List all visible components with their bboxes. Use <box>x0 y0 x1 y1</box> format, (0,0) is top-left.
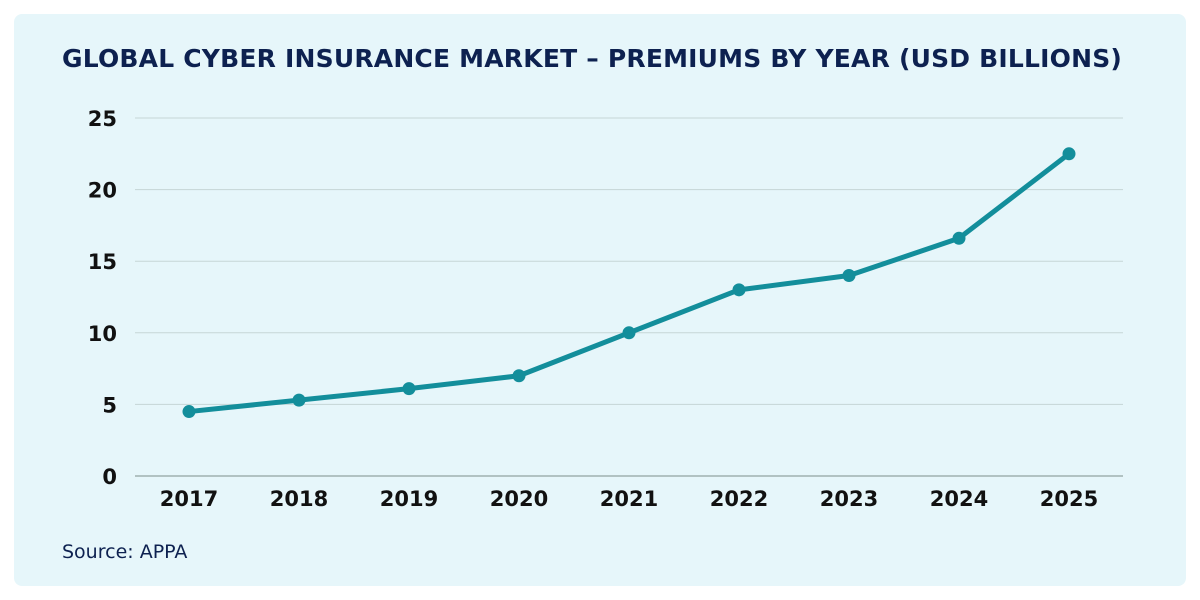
y-tick-label: 0 <box>102 465 117 489</box>
data-point <box>292 393 306 407</box>
y-tick-label: 10 <box>88 322 117 346</box>
data-point <box>402 382 416 396</box>
x-tick-label: 2020 <box>490 487 548 511</box>
data-point <box>1062 147 1076 161</box>
x-tick-label: 2023 <box>820 487 878 511</box>
data-point <box>622 326 636 340</box>
data-point <box>182 405 196 419</box>
x-tick-label: 2022 <box>710 487 768 511</box>
x-tick-label: 2021 <box>600 487 658 511</box>
y-tick-label: 25 <box>88 107 117 131</box>
y-tick-label: 20 <box>88 179 117 203</box>
data-point <box>842 269 856 283</box>
chart-card <box>14 14 1186 586</box>
data-point <box>732 283 746 297</box>
y-tick-label: 15 <box>88 250 117 274</box>
y-tick-label: 5 <box>102 393 117 417</box>
source-note: Source: APPA <box>62 541 188 563</box>
x-tick-label: 2025 <box>1040 487 1098 511</box>
x-tick-label: 2018 <box>270 487 328 511</box>
chart-title: GLOBAL CYBER INSURANCE MARKET – PREMIUMS… <box>62 44 1123 73</box>
series-line <box>186 151 1072 415</box>
x-tick-label: 2019 <box>380 487 438 511</box>
data-point <box>952 231 966 245</box>
x-tick-label: 2017 <box>160 487 218 511</box>
data-point <box>512 369 526 383</box>
x-tick-label: 2024 <box>930 487 988 511</box>
